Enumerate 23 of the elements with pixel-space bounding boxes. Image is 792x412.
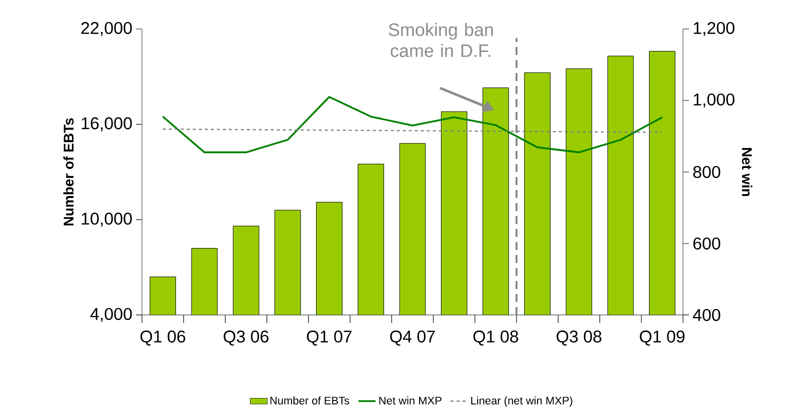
y2-tick-label: 1,200 — [694, 22, 734, 36]
legend-label: Number of EBTs — [270, 396, 350, 404]
x-tick-label: Q3 06 — [224, 330, 268, 346]
line-series — [162, 96, 664, 154]
y-tick-label: 16,000 — [82, 117, 132, 132]
x-tick-label: Q3 08 — [556, 330, 602, 346]
x-tick-label: Q1 07 — [306, 330, 352, 346]
y-tick-label: 10,000 — [82, 212, 132, 227]
y-tick-label: 22,000 — [81, 22, 132, 36]
x-tick-label: Q1 08 — [473, 330, 518, 346]
legend-label: Net win MXP — [379, 396, 442, 404]
annotation: Smoking ban came in D.F. — [388, 22, 493, 58]
x-tick-label: Q1 09 — [640, 330, 685, 346]
y2-tick-label: 800 — [693, 166, 720, 178]
y-tick-label: 4,000 — [90, 308, 132, 322]
y-axis-title: Number of EBTs — [63, 118, 74, 226]
x-tick-label: Q4 07 — [390, 330, 435, 346]
y2-tick-label: 400 — [692, 308, 720, 322]
x-tick-label: Q1 06 — [140, 330, 186, 346]
y2-axis-title: Net win — [742, 148, 752, 196]
legend-label: Linear (net win MXP) — [471, 396, 572, 407]
y2-tick-label: 600 — [693, 237, 720, 250]
y2-tick-label: 1,000 — [694, 93, 734, 108]
